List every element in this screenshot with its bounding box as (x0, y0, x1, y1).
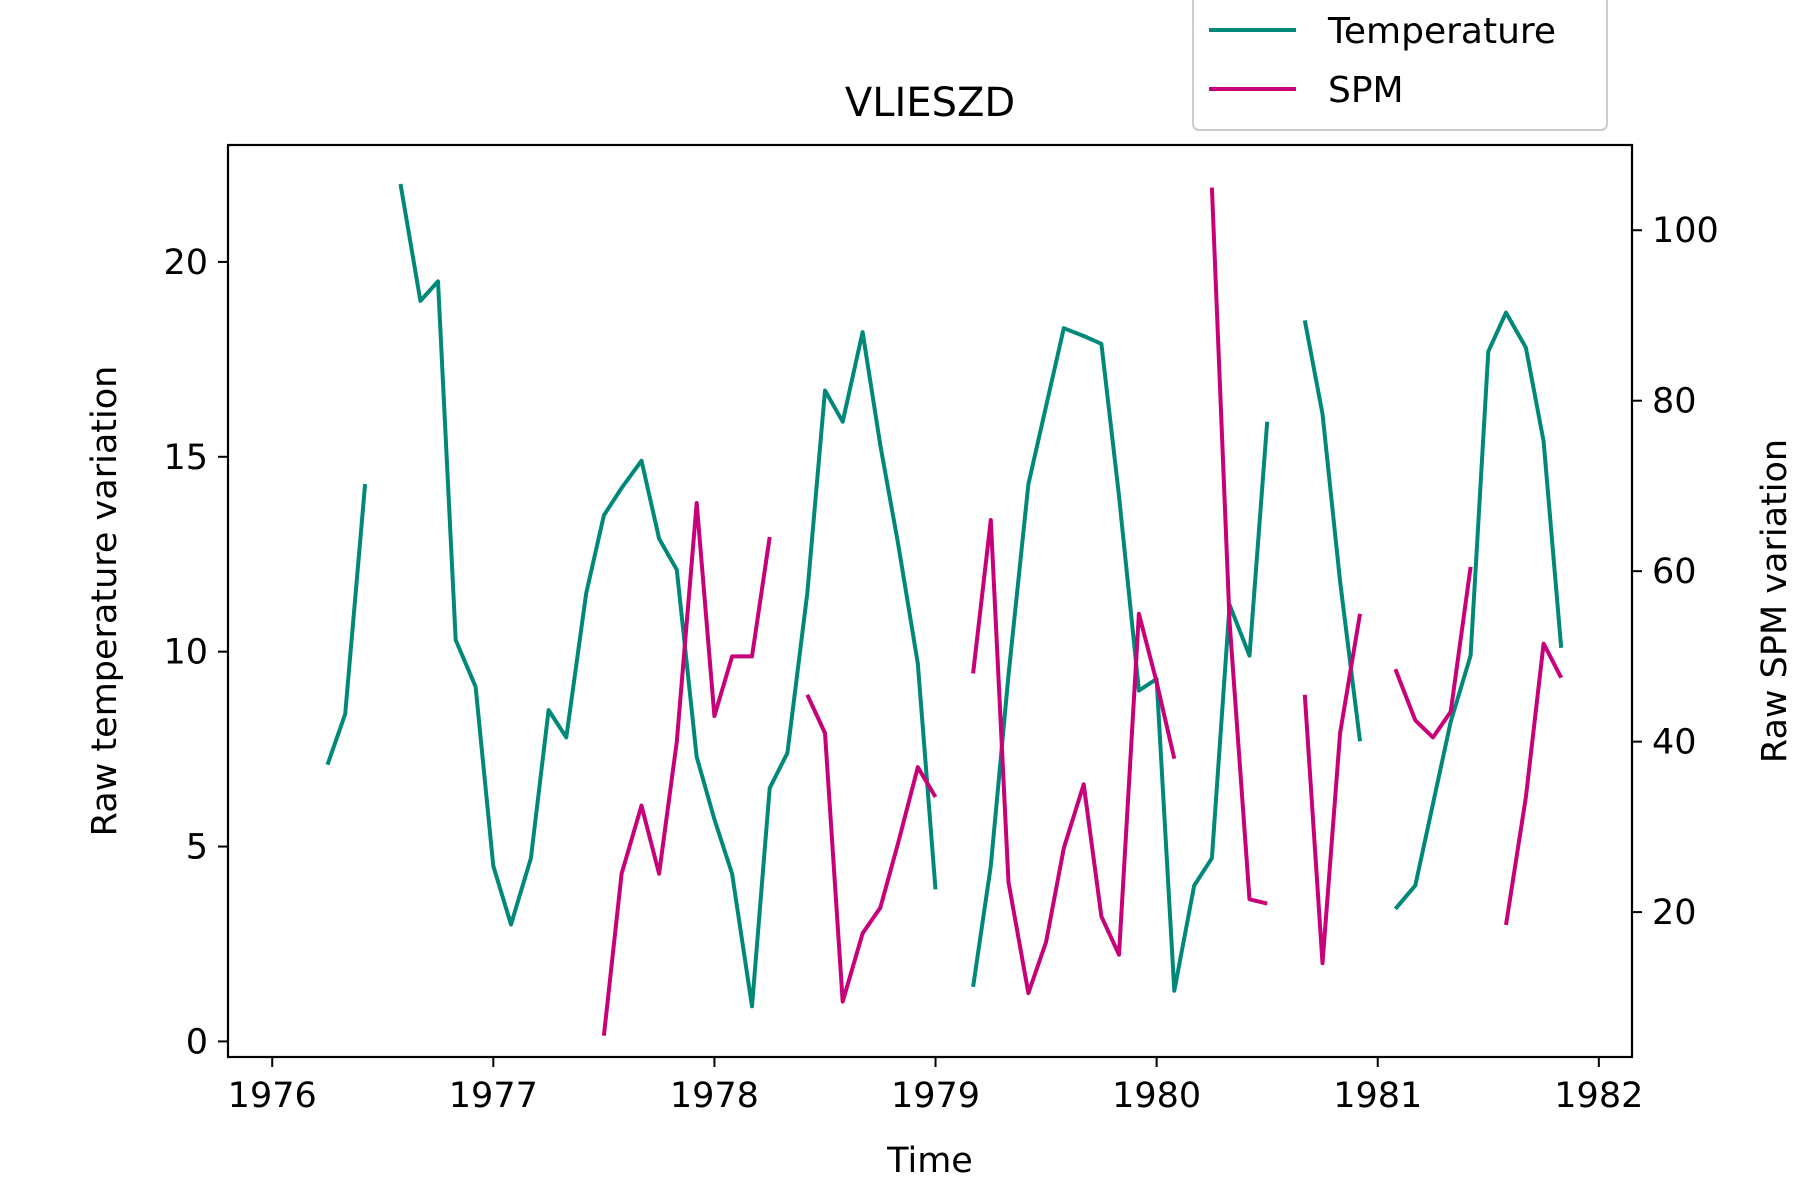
y-axis-right-label: Raw SPM variation (1755, 439, 1795, 763)
legend: Temperature SPM (1192, 0, 1608, 131)
x-tick-label: 1977 (449, 1076, 538, 1116)
spm-series-segment-6 (1393, 566, 1473, 740)
x-tick-label: 1980 (1112, 1076, 1201, 1116)
y-left-tick-label: 0 (186, 1022, 208, 1062)
y-right-tick-label: 80 (1652, 382, 1697, 422)
y-right-tick-label: 100 (1652, 211, 1719, 251)
y-right-tick-label: 60 (1652, 552, 1697, 592)
x-tick-label: 1976 (228, 1076, 317, 1116)
y-left-tick-label: 15 (163, 438, 208, 478)
spm-series-segment-3 (971, 518, 1177, 996)
y-axis-left-label: Raw temperature variation (85, 366, 125, 837)
y-axis-left: 0 5 10 15 20 (163, 243, 228, 1062)
spm-series-segment-2 (805, 693, 938, 1004)
legend-spm-label: SPM (1328, 70, 1404, 111)
plot-frame (226, 143, 1634, 1059)
legend-frame (1192, 0, 1608, 131)
x-tick-label: 1978 (670, 1076, 759, 1116)
x-tick-label: 1981 (1333, 1076, 1422, 1116)
x-tick-label: 1982 (1554, 1076, 1643, 1116)
y-left-tick-label: 20 (163, 243, 208, 283)
x-axis-label: Time (886, 1141, 973, 1181)
spm-series-segment-1 (601, 501, 772, 1036)
y-axis-right: 20 40 60 80 100 (1632, 211, 1719, 933)
spm-series-segment-5 (1302, 613, 1362, 966)
temperature-series-segment-4 (1302, 320, 1362, 742)
y-left-tick-label: 10 (163, 633, 208, 673)
temperature-series-segment-1 (325, 483, 368, 766)
x-axis: 1976 1977 1978 1979 1980 1981 1982 (228, 1057, 1643, 1116)
legend-temperature-label: Temperature (1327, 11, 1556, 52)
y-right-tick-label: 20 (1652, 893, 1697, 933)
temperature-series-segment-3 (971, 326, 1270, 993)
x-tick-label: 1979 (891, 1076, 980, 1116)
y-left-tick-label: 5 (186, 828, 208, 868)
series-layer (325, 183, 1564, 1036)
y-right-tick-label: 40 (1652, 723, 1697, 763)
chart-title: VLIESZD (845, 80, 1015, 126)
temperature-series-segment-5 (1393, 310, 1564, 911)
spm-series-segment-4 (1209, 187, 1268, 906)
temperature-series-segment-2 (398, 183, 938, 1009)
spm-series-segment-7 (1504, 641, 1563, 926)
